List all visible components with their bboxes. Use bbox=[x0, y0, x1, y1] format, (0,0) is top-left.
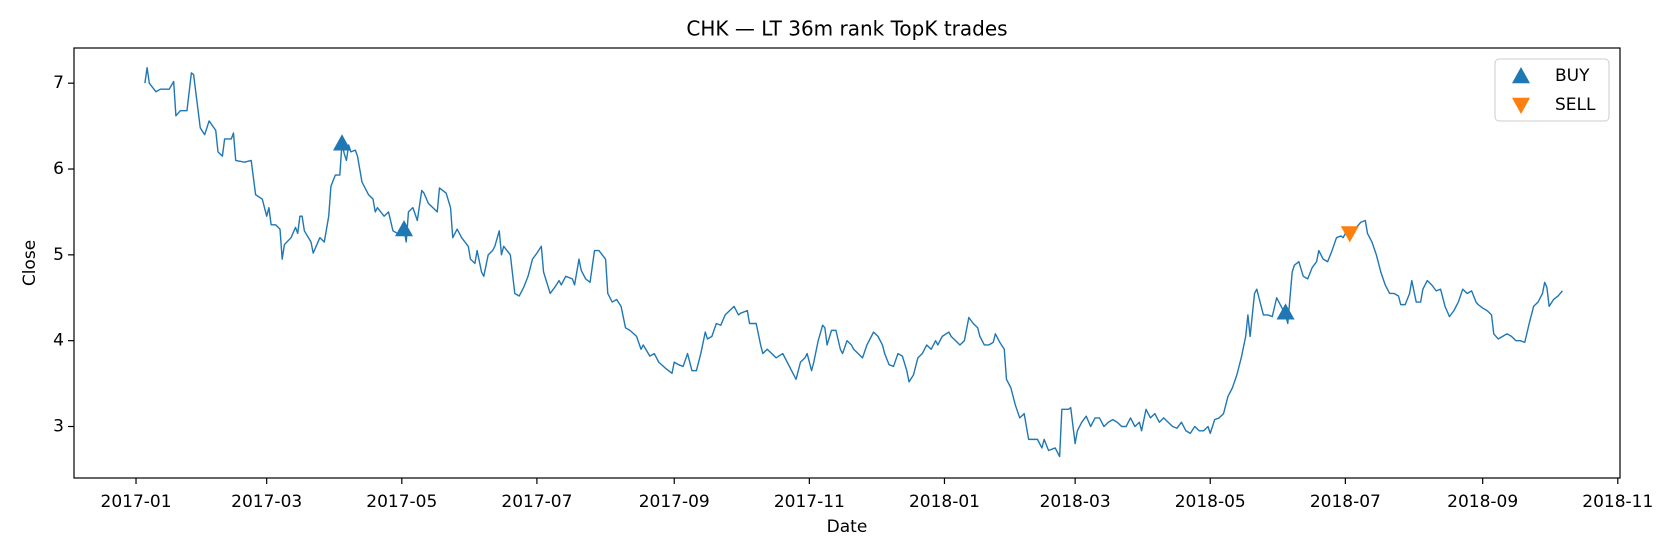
x-tick-label: 2018-09 bbox=[1447, 492, 1518, 512]
x-tick-label: 2017-11 bbox=[774, 492, 845, 512]
x-tick-label: 2017-03 bbox=[231, 492, 302, 512]
trade-marker bbox=[1340, 226, 1359, 243]
chart-title: CHK — LT 36m rank TopK trades bbox=[686, 17, 1007, 41]
legend-marker bbox=[1512, 67, 1530, 84]
x-tick-label: 2018-11 bbox=[1582, 492, 1653, 512]
x-tick-label: 2018-01 bbox=[909, 492, 980, 512]
y-tick-label: 6 bbox=[53, 159, 64, 179]
y-axis-label: Close bbox=[20, 240, 40, 286]
x-tick-label: 2018-07 bbox=[1310, 492, 1381, 512]
y-tick-label: 5 bbox=[53, 245, 64, 265]
x-tick-label: 2017-05 bbox=[366, 492, 437, 512]
trade-marker bbox=[1276, 303, 1295, 320]
close-line bbox=[144, 67, 1563, 458]
x-tick-label: 2017-07 bbox=[501, 492, 572, 512]
x-tick-label: 2017-01 bbox=[101, 492, 172, 512]
x-tick-label: 2018-05 bbox=[1175, 492, 1246, 512]
legend-marker bbox=[1512, 97, 1530, 114]
trade-marker bbox=[333, 134, 352, 151]
y-tick-label: 3 bbox=[53, 417, 64, 437]
trade-marker bbox=[395, 220, 414, 237]
y-tick-label: 7 bbox=[53, 73, 64, 93]
x-tick-label: 2018-03 bbox=[1040, 492, 1111, 512]
legend-label: BUY bbox=[1555, 66, 1590, 86]
legend-label: SELL bbox=[1555, 95, 1596, 115]
y-tick-label: 4 bbox=[53, 331, 64, 351]
x-axis-label: Date bbox=[827, 517, 868, 537]
plot-frame bbox=[73, 47, 1621, 479]
x-tick-label: 2017-09 bbox=[639, 492, 710, 512]
